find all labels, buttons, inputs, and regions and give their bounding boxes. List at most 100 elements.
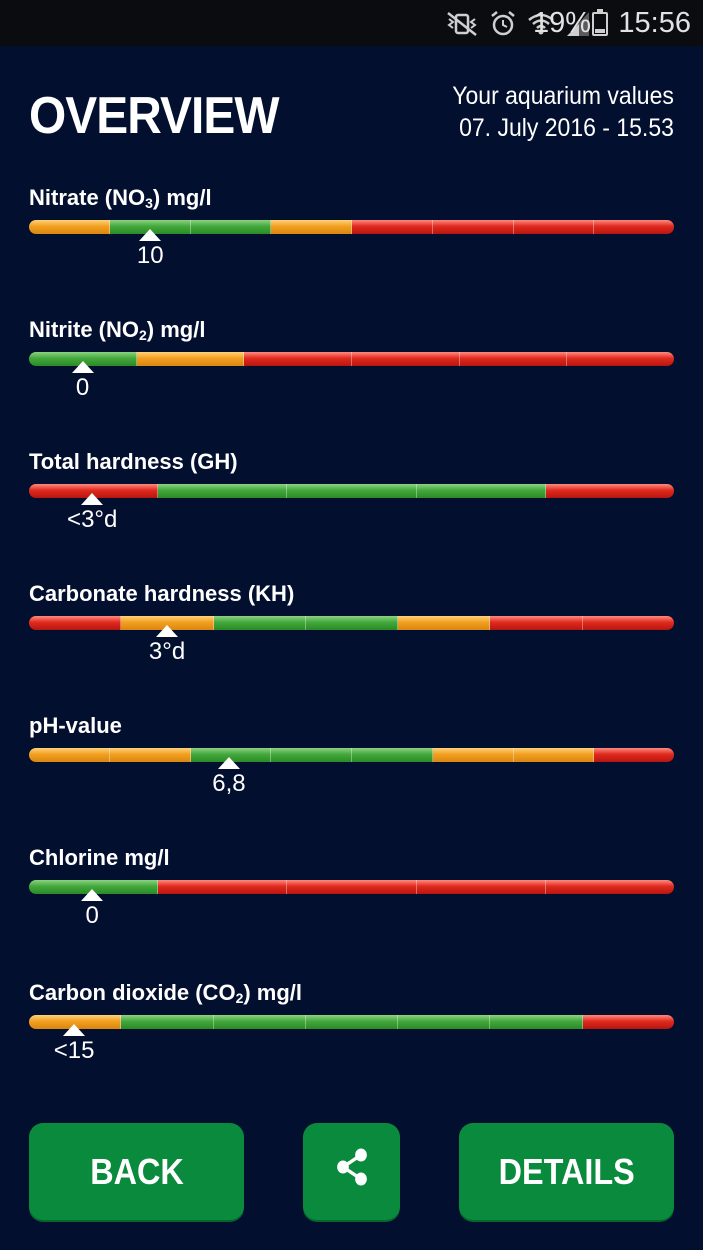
parameter-label-text: Carbonate hardness (KH): [29, 581, 295, 606]
range-segment-bad: [416, 880, 546, 894]
range-segment-good: [190, 748, 272, 762]
measured-value: 3°d: [148, 638, 186, 665]
parameter-row: Carbon dioxide (CO2) mg/l <15: [29, 980, 674, 1080]
range-segment-bad: [352, 352, 460, 366]
range-segment-warning: [29, 748, 110, 762]
details-button-label: DETAILS: [498, 1150, 635, 1192]
value-marker-icon: [71, 361, 94, 373]
range-segment-warning: [136, 352, 245, 366]
range-segment-bad: [244, 352, 353, 366]
measured-value: 0: [75, 374, 90, 401]
parameter-label: Chlorine mg/l: [29, 845, 170, 871]
range-segment-warning: [29, 1015, 122, 1029]
page-title: OVERVIEW: [29, 87, 280, 145]
range-bar: [29, 616, 674, 630]
range-segment-bad: [594, 220, 674, 234]
parameter-label-text: Carbon dioxide (CO: [29, 980, 236, 1005]
range-segment-bad: [567, 352, 674, 366]
parameter-label: Carbonate hardness (KH): [29, 581, 294, 607]
alarm-icon: [489, 10, 517, 38]
share-button[interactable]: [303, 1123, 400, 1220]
measurement-info: Your aquarium values 07. July 2016 - 15.…: [452, 80, 674, 144]
value-marker-icon: [81, 889, 104, 901]
range-segment-bad: [287, 880, 417, 894]
range-segment-good: [398, 1015, 491, 1029]
details-button[interactable]: DETAILS: [459, 1123, 674, 1220]
range-segment-bad: [582, 616, 674, 630]
parameter-label-text: Nitrite (NO: [29, 317, 139, 342]
range-segment-warning: [29, 220, 110, 234]
range-segment-warning: [398, 616, 491, 630]
parameter-row: Carbonate hardness (KH) 3°d: [29, 581, 674, 681]
range-segment-bad: [582, 1015, 674, 1029]
range-segment-bad: [29, 484, 159, 498]
range-segment-warning: [513, 748, 595, 762]
range-segment-warning: [271, 220, 352, 234]
parameter-label-suffix: ) mg/l: [243, 980, 303, 1005]
measured-value: 0: [85, 902, 99, 929]
range-segment-bad: [545, 880, 674, 894]
parameter-label-text: pH-value: [29, 713, 122, 738]
range-segment-good: [305, 616, 399, 630]
parameter-label: pH-value: [29, 713, 122, 739]
range-segment-good: [490, 1015, 583, 1029]
range-bar: [29, 748, 674, 762]
parameter-label-text: Chlorine mg/l: [29, 845, 170, 870]
parameter-row: pH-value 6,8: [29, 713, 674, 813]
range-bar: [29, 880, 674, 894]
measurement-date: 07. July 2016 - 15.53: [459, 114, 674, 142]
range-segment-good: [416, 484, 546, 498]
range-bar: [29, 352, 674, 366]
range-segment-good: [109, 220, 191, 234]
parameter-label: Total hardness (GH): [29, 449, 238, 475]
parameter-label-subscript: 3: [145, 195, 153, 211]
range-segment-bad: [158, 880, 288, 894]
measured-value: <15: [53, 1037, 95, 1064]
parameter-label-suffix: ) mg/l: [152, 185, 212, 210]
vibrate-mute-icon: [445, 10, 479, 38]
parameter-label-subscript: 2: [235, 990, 244, 1006]
range-segment-good: [190, 220, 272, 234]
range-segment-bad: [29, 616, 122, 630]
parameter-label-text: Nitrate (NO: [29, 185, 146, 210]
measured-value: 10: [136, 242, 164, 269]
parameter-label-text: Total hardness (GH): [29, 449, 238, 474]
range-bar: [29, 484, 674, 498]
range-segment-bad: [459, 352, 568, 366]
parameter-row: Nitrate (NO3) mg/l 10: [29, 185, 674, 285]
measured-value: <3°d: [67, 506, 118, 533]
range-segment-bad: [432, 220, 514, 234]
range-segment-good: [213, 1015, 306, 1029]
measured-value: 6,8: [212, 770, 246, 797]
parameter-label: Carbon dioxide (CO2) mg/l: [29, 980, 302, 1006]
parameter-row: Chlorine mg/l 0: [29, 845, 674, 945]
signal-icon: [565, 10, 591, 38]
value-marker-icon: [156, 625, 179, 637]
range-segment-bad: [545, 484, 674, 498]
range-bar: [29, 220, 674, 234]
range-segment-good: [305, 1015, 399, 1029]
range-segment-good: [352, 748, 433, 762]
range-segment-good: [287, 484, 417, 498]
parameter-row: Total hardness (GH) <3°d: [29, 449, 674, 549]
range-segment-good: [213, 616, 306, 630]
back-button[interactable]: BACK: [29, 1123, 244, 1220]
value-marker-icon: [81, 493, 104, 505]
status-time: 15:56: [618, 7, 691, 39]
parameter-label-subscript: 2: [139, 327, 147, 343]
parameter-label-suffix: ) mg/l: [146, 317, 206, 342]
range-segment-good: [29, 352, 137, 366]
range-bar: [29, 1015, 674, 1029]
range-segment-good: [158, 484, 288, 498]
wifi-icon: [527, 10, 555, 38]
battery-percent: 19%: [533, 7, 592, 39]
measurement-caption: Your aquarium values: [452, 82, 674, 110]
battery-icon: [592, 9, 608, 36]
range-segment-bad: [352, 220, 433, 234]
range-segment-bad: [490, 616, 583, 630]
parameter-row: Nitrite (NO2) mg/l 0: [29, 317, 674, 417]
range-segment-warning: [109, 748, 191, 762]
range-segment-good: [29, 880, 159, 894]
range-segment-warning: [121, 616, 214, 630]
value-marker-icon: [139, 229, 162, 241]
